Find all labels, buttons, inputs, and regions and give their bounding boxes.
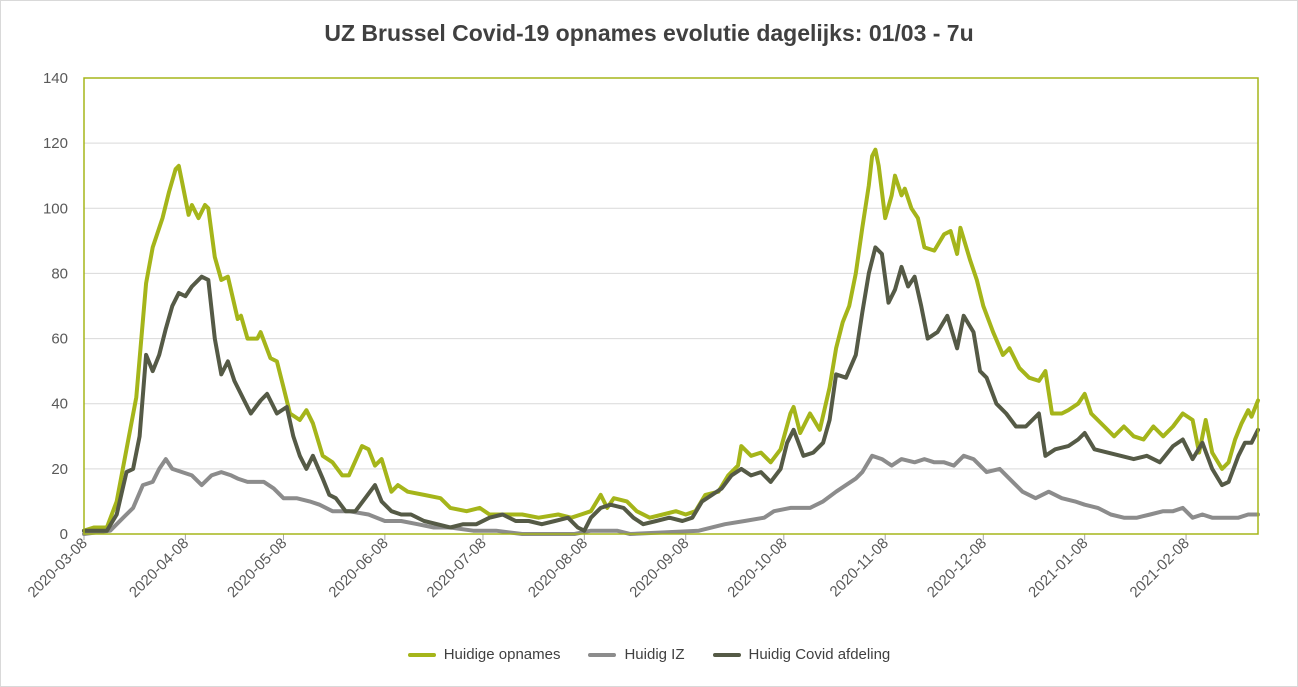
legend-label: Huidige opnames: [443, 646, 561, 663]
x-tick-label: 2021-02-08: [1127, 535, 1193, 601]
legend-label: Huidig IZ: [624, 646, 685, 663]
y-tick-label: 0: [60, 526, 68, 543]
y-tick-label: 80: [51, 265, 68, 282]
y-axis-ticks: 0 20 40 60 80 100 120 140: [43, 70, 68, 543]
chart-title: UZ Brussel Covid-19 opnames evolutie dag…: [324, 20, 974, 46]
x-tick-label: 2021-01-08: [1025, 535, 1091, 601]
y-tick-label: 120: [43, 135, 68, 152]
legend-item-huidig-covid-afdeling[interactable]: Huidig Covid afdeling: [712, 646, 891, 663]
legend-swatch: [588, 652, 617, 657]
y-tick-label: 140: [43, 70, 68, 87]
y-tick-label: 20: [51, 461, 68, 478]
x-tick-label: 2020-03-08: [25, 535, 91, 601]
legend: Huidige opnames Huidig IZ Huidig Covid a…: [0, 646, 1298, 663]
x-tick-label: 2020-08-08: [525, 535, 591, 601]
legend-item-huidige-opnames[interactable]: Huidige opnames: [407, 646, 561, 663]
plot-area-border: [83, 77, 1259, 535]
x-tick-label: 2020-10-08: [724, 535, 790, 601]
x-tick-label: 2020-11-08: [827, 535, 892, 600]
gridlines: [84, 77, 1258, 470]
x-axis-ticks: 2020-03-08 2020-04-08 2020-05-08 2020-06-08…: [25, 534, 1193, 601]
legend-label: Huidig Covid afdeling: [748, 646, 891, 663]
legend-swatch: [407, 652, 436, 657]
series-line-huidig-iz: [82, 453, 1260, 536]
x-tick-label: 2020-09-08: [626, 535, 692, 601]
x-tick-label: 2020-12-08: [924, 535, 990, 601]
series-line-huidig-covid-afdeling: [82, 245, 1260, 533]
y-tick-label: 60: [51, 331, 68, 348]
x-tick-label: 2020-06-08: [325, 535, 391, 601]
x-tick-label: 2020-04-08: [126, 535, 192, 601]
series-lines: [82, 147, 1260, 536]
legend-item-huidig-iz[interactable]: Huidig IZ: [588, 646, 685, 663]
legend-swatch: [712, 652, 741, 657]
series-line-huidige-opnames: [82, 147, 1260, 533]
x-tick-label: 2020-07-08: [424, 535, 490, 601]
x-tick-label: 2020-05-08: [224, 535, 290, 601]
y-tick-label: 100: [43, 200, 68, 217]
y-tick-label: 40: [51, 396, 68, 413]
